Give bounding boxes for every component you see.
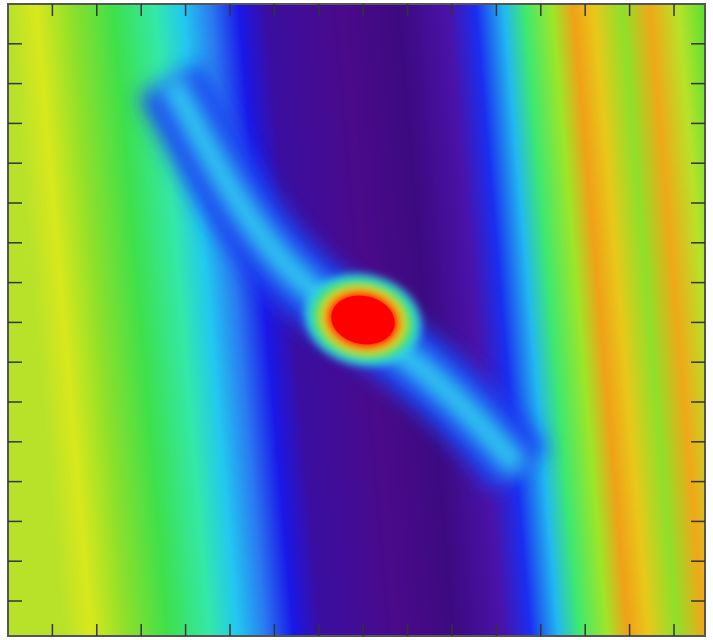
hotspot bbox=[331, 295, 395, 345]
heatmap bbox=[8, 4, 705, 636]
frame bbox=[7, 3, 706, 637]
tick-marks bbox=[8, 4, 705, 636]
